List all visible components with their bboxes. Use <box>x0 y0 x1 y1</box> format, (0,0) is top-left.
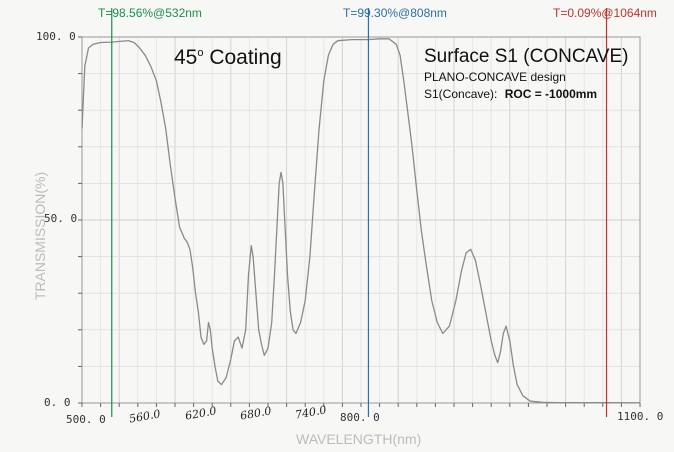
x-tick-800: 800. 0 <box>340 411 380 424</box>
surface-label: Surface S1 (CONCAVE) <box>424 46 629 67</box>
chart-title-rest: Coating <box>203 46 282 69</box>
series-line-0 <box>81 38 641 404</box>
y-tick-0: 0. 0 <box>44 396 71 409</box>
marker-label-1064: T=0.09%@1064nm <box>553 6 657 20</box>
marker-lines <box>111 8 608 417</box>
y-axis-label: TRANSMISSION(%) <box>32 171 49 301</box>
marker-label-532: T=98.56%@532nm <box>98 6 202 20</box>
roc-prefix: S1(Concave): <box>424 87 498 101</box>
series-layer <box>81 38 641 404</box>
x-tick-1100: 1100. 0 <box>617 410 664 423</box>
roc-value: ROC = -1000mm <box>504 87 598 101</box>
design-label: PLANO-CONCAVE design <box>424 70 566 84</box>
plot-frame <box>78 36 641 407</box>
chart-title: 45o Coating <box>174 46 282 70</box>
chart-title-base: 45 <box>174 46 198 69</box>
marker-label-808: T=99.30%@808nm <box>343 6 447 20</box>
roc-line: S1(Concave): ROC = -1000mm <box>424 87 597 101</box>
x-tick-500: 500. 0 <box>66 413 106 426</box>
chart-title-sup: o <box>197 47 204 59</box>
x-axis-label: WAVELENGTH(nm) <box>296 431 422 447</box>
y-tick-50: 50. 0 <box>44 212 78 225</box>
y-tick-100: 100. 0 <box>36 30 76 43</box>
